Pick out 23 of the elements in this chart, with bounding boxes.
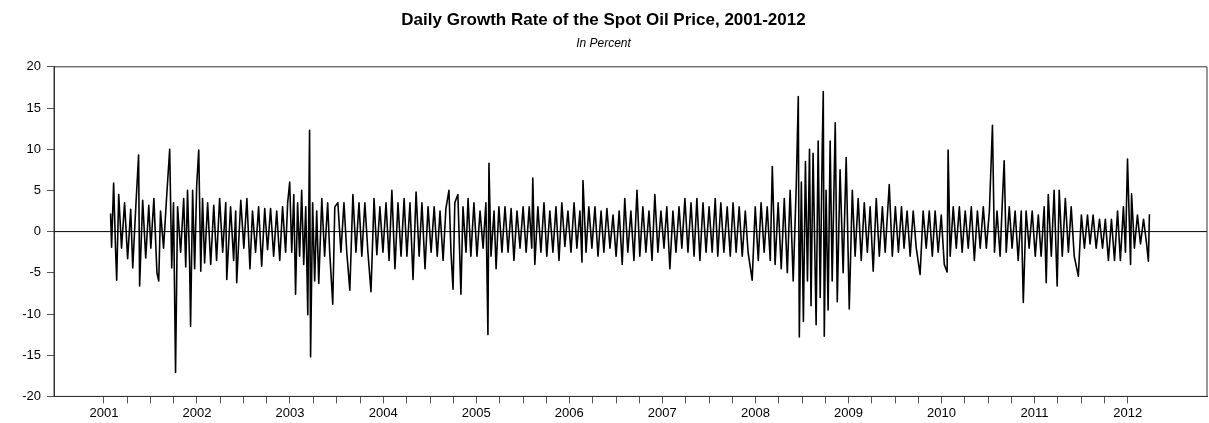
y-tick-label: 5 xyxy=(33,181,41,197)
x-tick-label: 2010 xyxy=(927,404,956,420)
y-tick-label: 10 xyxy=(26,140,41,156)
x-tick-label: 2004 xyxy=(368,404,398,420)
y-tick-label: -20 xyxy=(22,387,41,403)
y-tick-label: 15 xyxy=(26,99,41,115)
chart-subtitle: In Percent xyxy=(576,35,632,50)
y-tick-label: 0 xyxy=(33,223,41,239)
x-tick-label: 2002 xyxy=(182,404,212,420)
x-tick-label: 2006 xyxy=(554,404,584,420)
x-tick-label: 2008 xyxy=(741,404,770,420)
y-tick-label: -15 xyxy=(22,346,41,362)
chart-title: Daily Growth Rate of the Spot Oil Price, 2001-2012 xyxy=(401,9,806,29)
y-tick-label: 20 xyxy=(26,58,41,74)
x-tick-label: 2003 xyxy=(275,404,305,420)
x-tick-label: 2007 xyxy=(647,404,677,420)
x-tick-label: 2001 xyxy=(89,404,119,420)
y-tick-label: -5 xyxy=(29,264,41,280)
x-tick-label: 2005 xyxy=(461,404,491,420)
y-tick-label: -10 xyxy=(22,305,41,321)
x-tick-label: 2009 xyxy=(834,404,863,420)
x-tick-label: 2012 xyxy=(1113,404,1143,420)
x-tick-label: 2011 xyxy=(1020,404,1049,420)
